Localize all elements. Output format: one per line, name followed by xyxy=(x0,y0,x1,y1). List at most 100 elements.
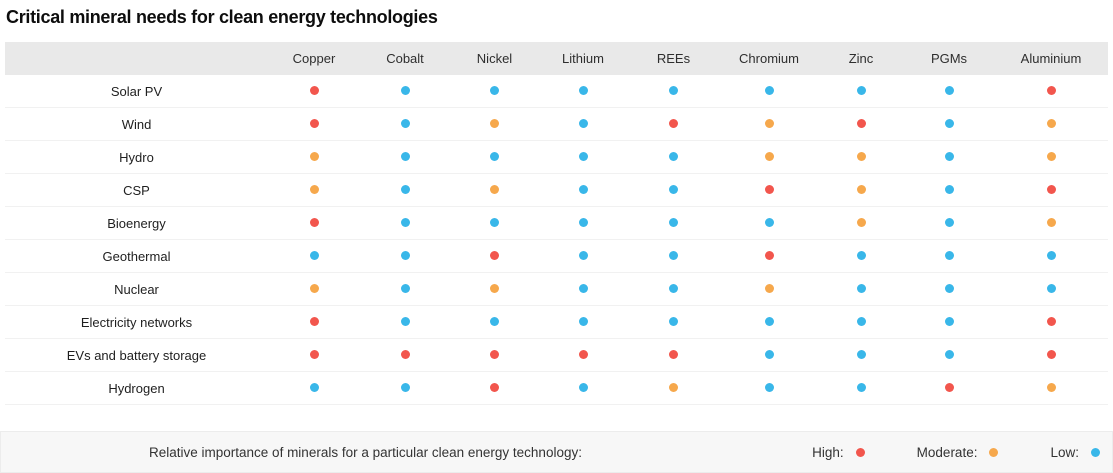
row-label: Hydrogen xyxy=(108,380,165,396)
cell-nickel xyxy=(450,273,539,306)
cell-nickel xyxy=(450,306,539,339)
importance-dot-low xyxy=(578,317,588,327)
importance-dot-low xyxy=(400,251,410,261)
importance-dot-moderate xyxy=(309,284,319,294)
importance-dot-high xyxy=(764,251,774,261)
importance-dot-low xyxy=(764,383,774,393)
cell-pgms xyxy=(904,141,994,174)
importance-dot-low xyxy=(669,152,678,162)
legend-item-high: High: xyxy=(812,445,865,460)
cell-rees xyxy=(627,207,720,240)
column-header-pgms: PGMs xyxy=(904,42,994,75)
importance-dot-low xyxy=(578,185,588,195)
row-label: CSP xyxy=(123,182,150,198)
cell-rees xyxy=(627,306,720,339)
cell-cobalt xyxy=(360,273,450,306)
cell-lithium xyxy=(539,339,627,372)
column-header-zinc: Zinc xyxy=(818,42,904,75)
importance-dot-low xyxy=(400,119,410,129)
row-label: Nuclear xyxy=(114,281,159,297)
importance-dot-high xyxy=(669,119,678,129)
importance-dot-moderate xyxy=(1046,152,1056,162)
importance-dot-high xyxy=(309,317,319,327)
cell-pgms xyxy=(904,108,994,141)
cell-pgms xyxy=(904,240,994,273)
cell-cobalt xyxy=(360,207,450,240)
cell-lithium xyxy=(539,174,627,207)
cell-lithium xyxy=(539,273,627,306)
legend-item-label: Moderate: xyxy=(916,444,978,460)
cell-zinc xyxy=(818,339,904,372)
importance-dot-low xyxy=(1046,251,1056,261)
cell-cobalt xyxy=(360,372,450,405)
cell-aluminium xyxy=(994,141,1108,174)
table-row: Solar PV xyxy=(5,75,1108,108)
importance-dot-high xyxy=(856,119,866,129)
cell-rees xyxy=(627,141,720,174)
cell-pgms xyxy=(904,207,994,240)
cell-chromium xyxy=(720,273,818,306)
cell-zinc xyxy=(818,240,904,273)
legend-caption: Relative importance of minerals for a pa… xyxy=(149,444,582,460)
importance-dot-low xyxy=(856,284,866,294)
importance-dot-moderate xyxy=(309,152,319,162)
importance-dot-low xyxy=(400,185,410,195)
cell-chromium xyxy=(720,240,818,273)
row-label: EVs and battery storage xyxy=(66,347,207,363)
importance-dot-low xyxy=(856,317,866,327)
cell-lithium xyxy=(539,372,627,405)
importance-dot-moderate xyxy=(1046,119,1056,129)
importance-dot-low xyxy=(490,86,499,96)
cell-copper xyxy=(268,141,360,174)
importance-dot-low xyxy=(578,218,588,228)
importance-dot-low xyxy=(400,317,410,327)
cell-lithium xyxy=(539,75,627,108)
cell-pgms xyxy=(904,273,994,306)
importance-dot-low xyxy=(400,284,410,294)
importance-dot-moderate xyxy=(1046,383,1056,393)
row-label: Hydro xyxy=(119,149,154,165)
importance-dot-high xyxy=(1046,317,1056,327)
cell-cobalt xyxy=(360,141,450,174)
row-label: Geothermal xyxy=(102,248,171,264)
cell-chromium xyxy=(720,306,818,339)
row-label: Bioenergy xyxy=(107,215,166,231)
cell-pgms xyxy=(904,75,994,108)
table-row: Electricity networks xyxy=(5,306,1108,339)
column-header-chromium: Chromium xyxy=(720,42,818,75)
importance-dot-low xyxy=(400,218,410,228)
cell-zinc xyxy=(818,75,904,108)
importance-dot-high xyxy=(1046,86,1056,96)
importance-dot-low xyxy=(764,86,774,96)
importance-dot-high xyxy=(944,383,954,393)
cell-rees xyxy=(627,75,720,108)
importance-dot-low xyxy=(856,350,866,360)
importance-dot-low xyxy=(944,185,954,195)
cell-chromium xyxy=(720,141,818,174)
cell-copper xyxy=(268,306,360,339)
cell-aluminium xyxy=(994,108,1108,141)
importance-dot-low xyxy=(764,317,774,327)
table-row: Hydrogen xyxy=(5,372,1108,405)
column-header-aluminium: Aluminium xyxy=(994,42,1108,75)
importance-dot-low xyxy=(944,218,954,228)
importance-dot-low xyxy=(944,284,954,294)
cell-lithium xyxy=(539,207,627,240)
legend-item-low: Low: xyxy=(1050,445,1100,460)
legend-item-label: Low: xyxy=(1050,444,1079,460)
importance-dot-low xyxy=(400,152,410,162)
cell-copper xyxy=(268,339,360,372)
cell-nickel xyxy=(450,240,539,273)
cell-nickel xyxy=(450,141,539,174)
importance-dot-high xyxy=(309,218,319,228)
legend-dot-moderate xyxy=(989,447,999,457)
importance-dot-low xyxy=(578,251,588,261)
importance-dot-moderate xyxy=(1046,218,1056,228)
cell-lithium xyxy=(539,141,627,174)
cell-copper xyxy=(268,174,360,207)
cell-nickel xyxy=(450,372,539,405)
cell-cobalt xyxy=(360,108,450,141)
legend-item-moderate: Moderate: xyxy=(917,445,999,460)
cell-zinc xyxy=(818,207,904,240)
